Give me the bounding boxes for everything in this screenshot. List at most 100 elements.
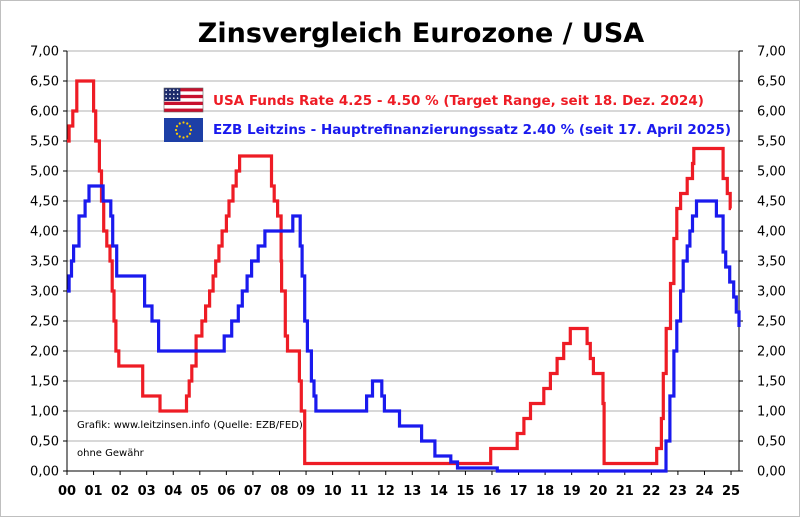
- x-tick-label: 20: [589, 484, 607, 499]
- y-tick-label-left: 1,00: [30, 405, 59, 420]
- flag-star: [169, 93, 171, 95]
- axes: 0,00 0,00 0,50 0,50 1,00 1,00 1,50 1,50 2,00 2,00…: [30, 45, 786, 500]
- series-line-usa: [67, 79, 732, 466]
- flag-star: [189, 128, 193, 132]
- flag-star: [175, 125, 179, 128]
- flag-star: [176, 93, 179, 95]
- y-tick-label-left: 4,00: [30, 225, 59, 240]
- y-tick-label-right: 4,50: [757, 195, 786, 210]
- x-tick-label: 24: [695, 484, 713, 499]
- flag-stripe: [164, 105, 203, 109]
- y-tick-label-left: 7,00: [30, 45, 59, 60]
- flag-star: [176, 97, 179, 99]
- y-tick-label-right: 6,00: [757, 105, 786, 120]
- y-tick-label-left: 1,50: [30, 375, 59, 390]
- legend: USA Funds Rate 4.25 - 4.50 % (Target Ran…: [163, 87, 731, 142]
- flag-stripe: [164, 88, 203, 92]
- x-tick-label: 12: [377, 484, 395, 499]
- flag-star: [173, 97, 175, 99]
- flag-star: [169, 89, 171, 91]
- x-tick-label: 23: [669, 484, 687, 499]
- flag-canton: [164, 88, 181, 101]
- x-tick-label: 04: [164, 484, 182, 499]
- y-tick-label-left: 3,00: [30, 285, 59, 300]
- legend-label-usa: USA Funds Rate 4.25 - 4.50 % (Target Ran…: [213, 93, 704, 109]
- x-tick-label: 25: [722, 484, 740, 499]
- y-tick-label-right: 6,50: [757, 75, 786, 90]
- x-tick-label: 01: [85, 484, 103, 499]
- x-tick-label: 06: [217, 484, 235, 499]
- y-tick-label-right: 7,00: [757, 45, 786, 60]
- y-tick-label-right: 5,00: [757, 165, 786, 180]
- flag-star: [174, 128, 178, 132]
- y-tick-label-left: 4,50: [30, 195, 59, 210]
- flag-star: [173, 93, 175, 95]
- x-tick-label: 08: [270, 484, 288, 499]
- series-lines: [67, 79, 741, 473]
- eu-flag-icon: [164, 118, 203, 142]
- y-tick-label-left: 2,50: [30, 315, 59, 330]
- flag-star: [186, 122, 189, 125]
- flag-stripe: [164, 101, 203, 106]
- flag-star: [165, 89, 167, 91]
- flag-stripe: [164, 98, 203, 102]
- y-tick-label-left: 5,00: [30, 165, 59, 180]
- flag-stripe: [164, 108, 203, 112]
- y-tick-label-left: 5,50: [30, 135, 59, 150]
- flag-star: [165, 97, 167, 99]
- x-tick-label: 10: [324, 484, 342, 499]
- y-tick-label-right: 1,00: [757, 405, 786, 420]
- y-tick-label-right: 0,50: [757, 435, 786, 450]
- x-tick-label: 18: [536, 484, 554, 499]
- y-tick-label-left: 3,50: [30, 255, 59, 270]
- x-tick-label: 09: [297, 484, 315, 499]
- x-tick-label: 05: [191, 484, 209, 499]
- flag-star: [188, 132, 192, 135]
- y-tick-label-right: 3,50: [757, 255, 786, 270]
- usa-flag-icon: [163, 87, 204, 113]
- flag-star: [188, 125, 192, 128]
- x-tick-label: 14: [430, 484, 448, 499]
- flag-star: [169, 97, 171, 99]
- x-tick-label: 00: [58, 484, 76, 499]
- y-tick-label-right: 4,00: [757, 225, 786, 240]
- y-tick-label-left: 0,00: [30, 465, 59, 480]
- y-tick-label-right: 5,50: [757, 135, 786, 150]
- flag-star: [165, 93, 167, 95]
- x-tick-label: 17: [509, 484, 527, 499]
- flag-star: [186, 135, 189, 138]
- flag-star: [173, 89, 175, 91]
- flag-border: [163, 87, 204, 113]
- flag-stripe: [164, 94, 203, 99]
- y-tick-label-right: 2,00: [757, 345, 786, 360]
- x-tick-label: 16: [483, 484, 501, 499]
- x-tick-label: 22: [642, 484, 660, 499]
- y-tick-label-left: 6,50: [30, 75, 59, 90]
- disclaimer-note: ohne Gewähr: [77, 448, 145, 459]
- y-tick-label-left: 6,00: [30, 105, 59, 120]
- source-note: Grafik: www.leitzinsen.info (Quelle: EZB…: [77, 420, 303, 431]
- gridlines: [67, 50, 739, 472]
- x-tick-label: 19: [563, 484, 581, 499]
- y-tick-label-left: 0,50: [30, 435, 59, 450]
- series-line-ezb: [67, 184, 741, 473]
- x-tick-label: 07: [244, 484, 262, 499]
- y-tick-label-right: 2,50: [757, 315, 786, 330]
- flag-star: [176, 89, 179, 91]
- y-tick-label-left: 2,00: [30, 345, 59, 360]
- flag-stripe: [164, 91, 203, 95]
- x-tick-label: 15: [456, 484, 474, 499]
- flag-star: [182, 136, 185, 139]
- y-tick-label-right: 0,00: [757, 465, 786, 480]
- flag-star: [178, 122, 181, 125]
- flag-star: [178, 135, 181, 138]
- x-tick-label: 13: [403, 484, 421, 499]
- x-tick-label: 03: [138, 484, 156, 499]
- y-tick-label-right: 3,00: [757, 285, 786, 300]
- chart-title: Zinsvergleich Eurozone / USA: [198, 18, 644, 49]
- flag-star: [182, 121, 185, 124]
- x-tick-label: 11: [350, 484, 368, 499]
- legend-label-ezb: EZB Leitzins - Hauptrefinanzierungssatz …: [213, 122, 731, 138]
